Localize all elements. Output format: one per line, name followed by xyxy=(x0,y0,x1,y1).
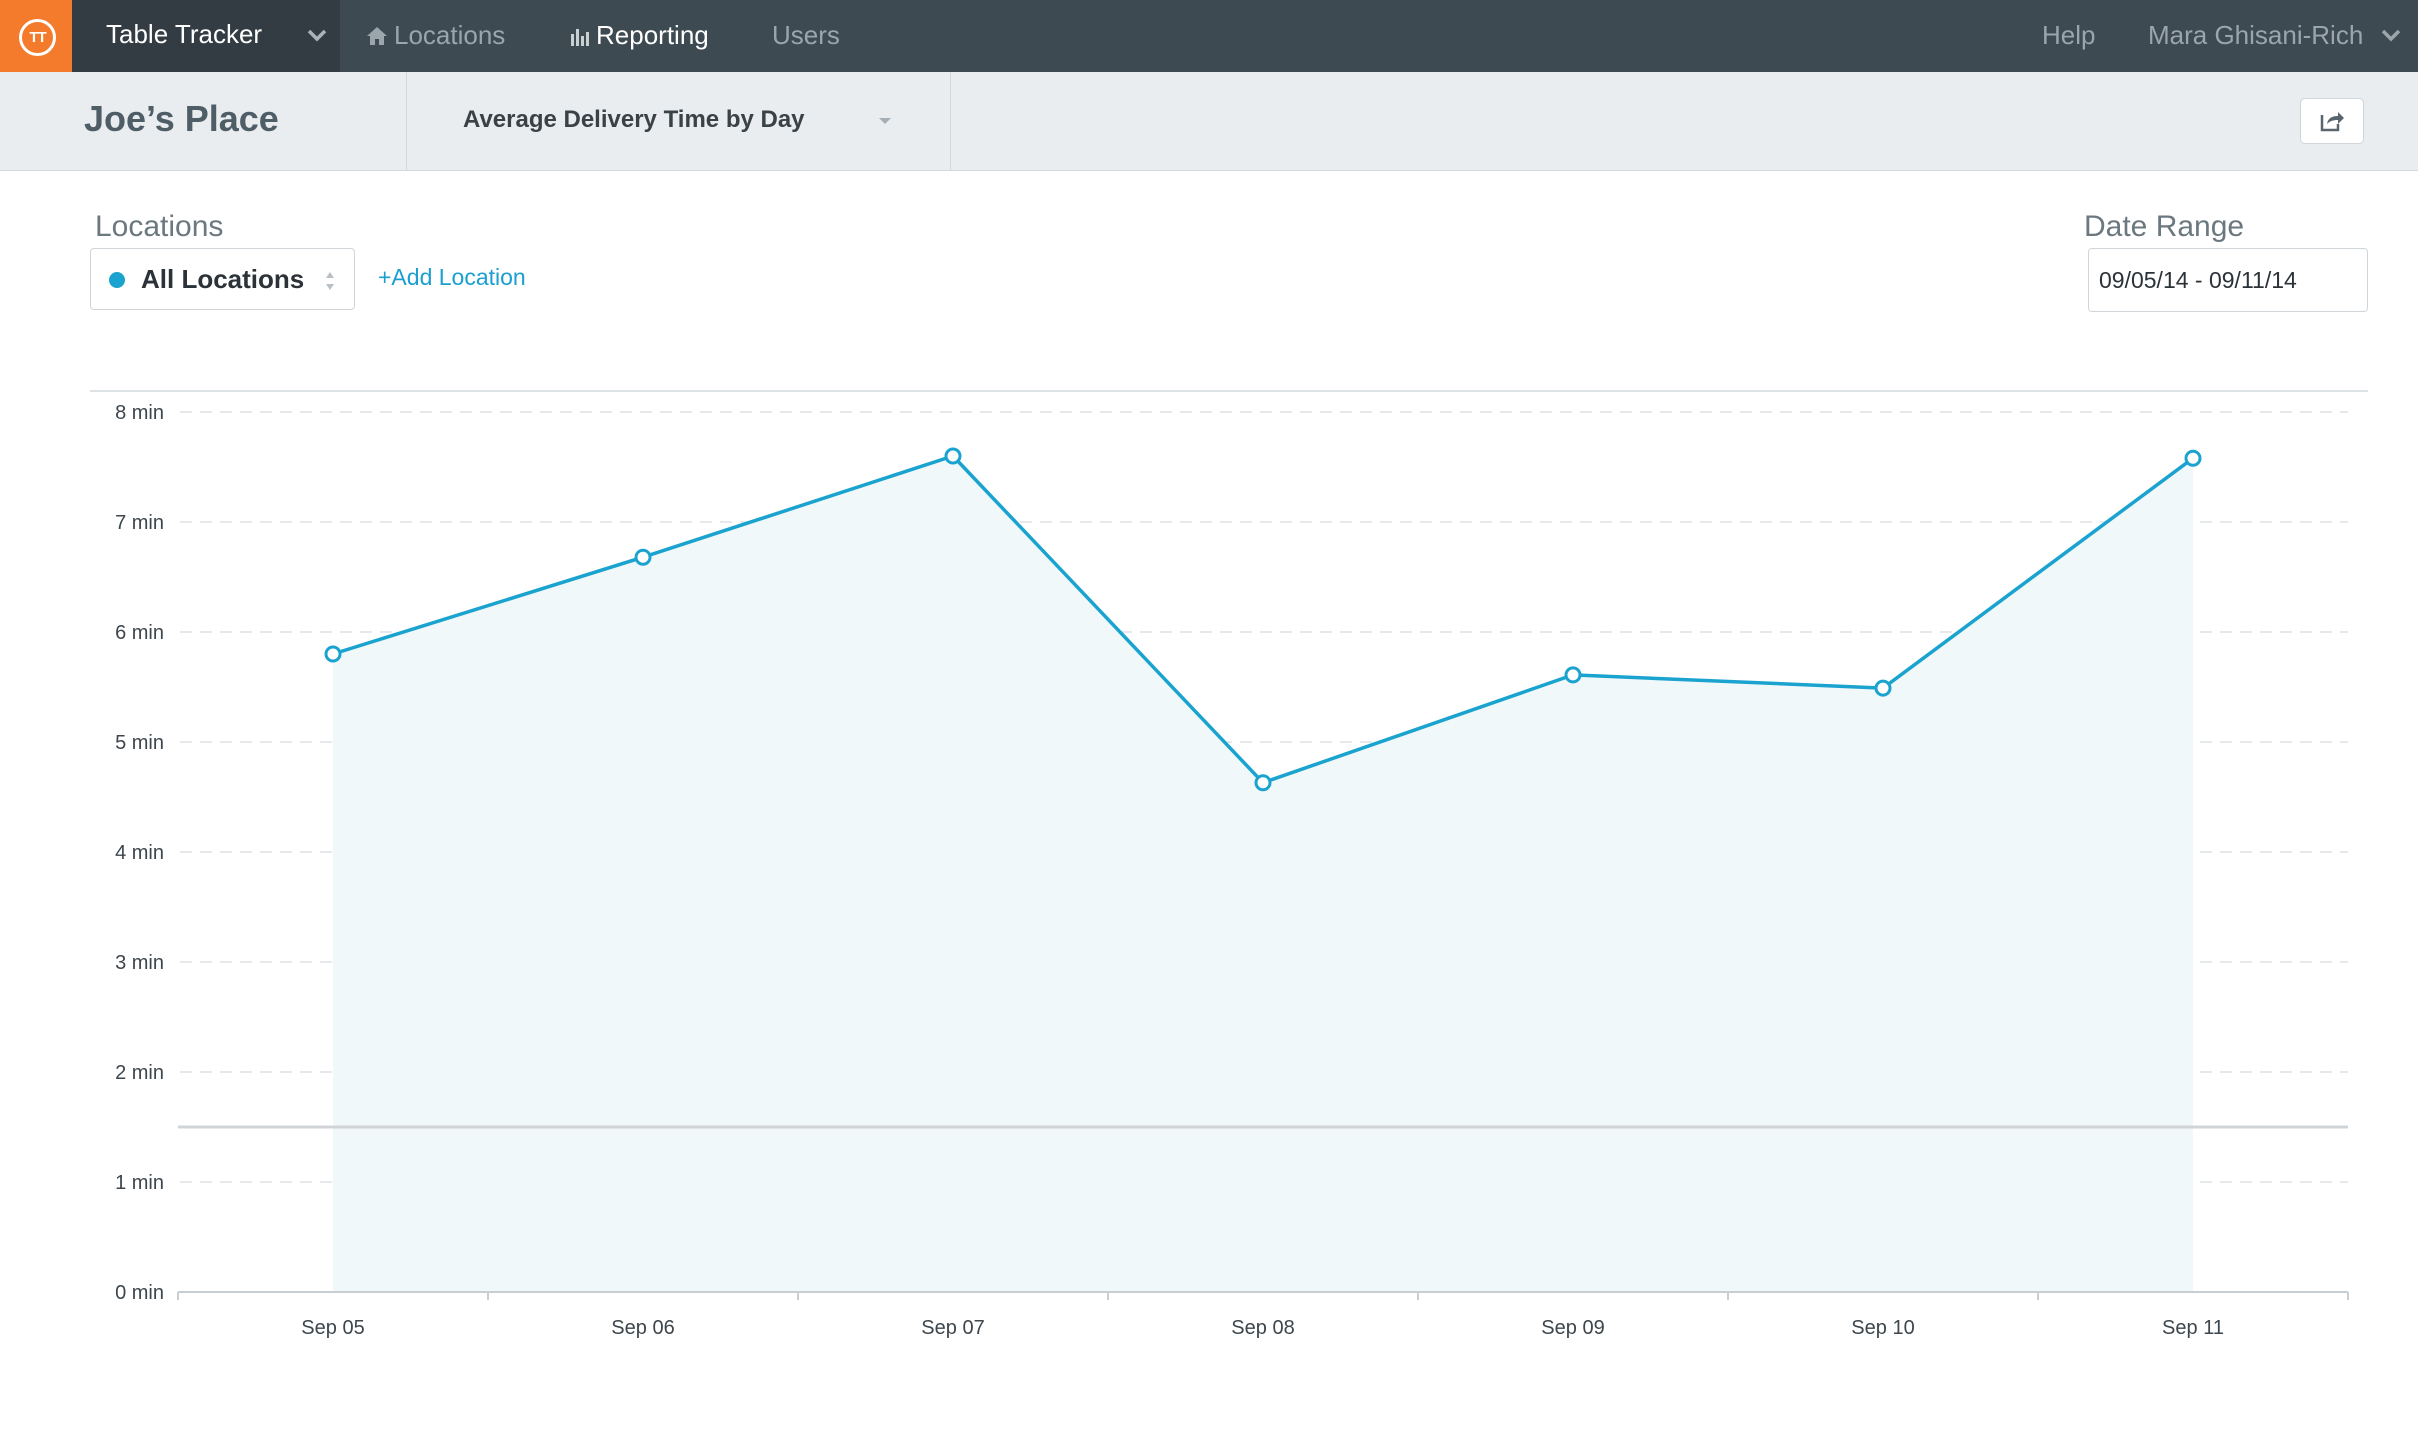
help-label: Help xyxy=(2042,20,2096,50)
data-point xyxy=(1874,679,1892,697)
add-location-link[interactable]: +Add Location xyxy=(378,264,526,290)
nav-locations-label: Locations xyxy=(394,20,506,50)
x-tick-label: Sep 11 xyxy=(2162,1317,2224,1339)
chart-top-rule xyxy=(90,390,2368,392)
home-icon xyxy=(367,27,387,45)
caret-down-icon xyxy=(879,118,891,124)
x-tick-label: Sep 08 xyxy=(1231,1317,1294,1339)
nav-help[interactable]: Help xyxy=(2042,20,2095,51)
y-tick-label: 8 min xyxy=(115,402,164,424)
y-tick-label: 4 min xyxy=(115,842,164,864)
user-name: Mara Ghisani-Rich xyxy=(2148,20,2364,50)
app-name: Table Tracker xyxy=(106,19,263,49)
nav-users-label: Users xyxy=(772,20,840,50)
app-switcher[interactable]: Table Tracker xyxy=(72,0,340,72)
x-tick-label: Sep 10 xyxy=(1851,1317,1914,1339)
nav-reporting-label: Reporting xyxy=(596,20,709,50)
data-point xyxy=(324,645,342,663)
locations-label: Locations xyxy=(95,210,224,243)
share-button[interactable] xyxy=(2300,98,2364,144)
y-tick-label: 5 min xyxy=(115,732,164,754)
app-logo[interactable]: TT xyxy=(0,0,72,72)
data-point xyxy=(2184,449,2202,467)
location-selected: All Locations xyxy=(141,264,305,294)
x-tick-label: Sep 05 xyxy=(301,1317,364,1339)
select-arrows-icon xyxy=(326,272,334,290)
y-tick-label: 1 min xyxy=(115,1172,164,1194)
chevron-down-icon xyxy=(2381,29,2400,42)
y-tick-label: 3 min xyxy=(115,952,164,974)
nav-users[interactable]: Users xyxy=(772,20,840,51)
report-header: Joe’s Place Average Delivery Time by Day xyxy=(0,72,2418,171)
location-color-dot xyxy=(109,272,125,288)
data-point xyxy=(1564,666,1582,684)
share-icon xyxy=(2320,112,2344,132)
x-tick-label: Sep 09 xyxy=(1541,1317,1604,1339)
bar-chart-icon xyxy=(571,29,589,46)
date-range-input[interactable] xyxy=(2088,248,2368,312)
y-tick-label: 0 min xyxy=(115,1282,164,1304)
user-menu[interactable]: Mara Ghisani-Rich xyxy=(2148,20,2409,51)
place-title: Joe’s Place xyxy=(84,98,279,139)
location-select[interactable]: All Locations xyxy=(90,248,355,310)
nav-locations[interactable]: Locations xyxy=(366,20,505,51)
report-type-label: Average Delivery Time by Day xyxy=(463,106,805,133)
data-point xyxy=(634,548,652,566)
y-tick-label: 7 min xyxy=(115,512,164,534)
top-nav: TT Table Tracker Locations Reporting Use… xyxy=(0,0,2418,72)
data-point xyxy=(944,447,962,465)
chevron-down-icon xyxy=(307,29,327,42)
nav-reporting[interactable]: Reporting xyxy=(570,20,709,51)
series-area xyxy=(333,456,2193,1292)
date-range-label: Date Range xyxy=(2084,210,2245,243)
y-tick-label: 6 min xyxy=(115,622,164,644)
logo-mark: TT xyxy=(19,19,56,56)
report-type-select[interactable]: Average Delivery Time by Day xyxy=(406,72,951,170)
data-point xyxy=(1254,774,1272,792)
x-tick-label: Sep 06 xyxy=(611,1317,674,1339)
x-tick-label: Sep 07 xyxy=(921,1317,984,1339)
y-tick-label: 2 min xyxy=(115,1062,164,1084)
